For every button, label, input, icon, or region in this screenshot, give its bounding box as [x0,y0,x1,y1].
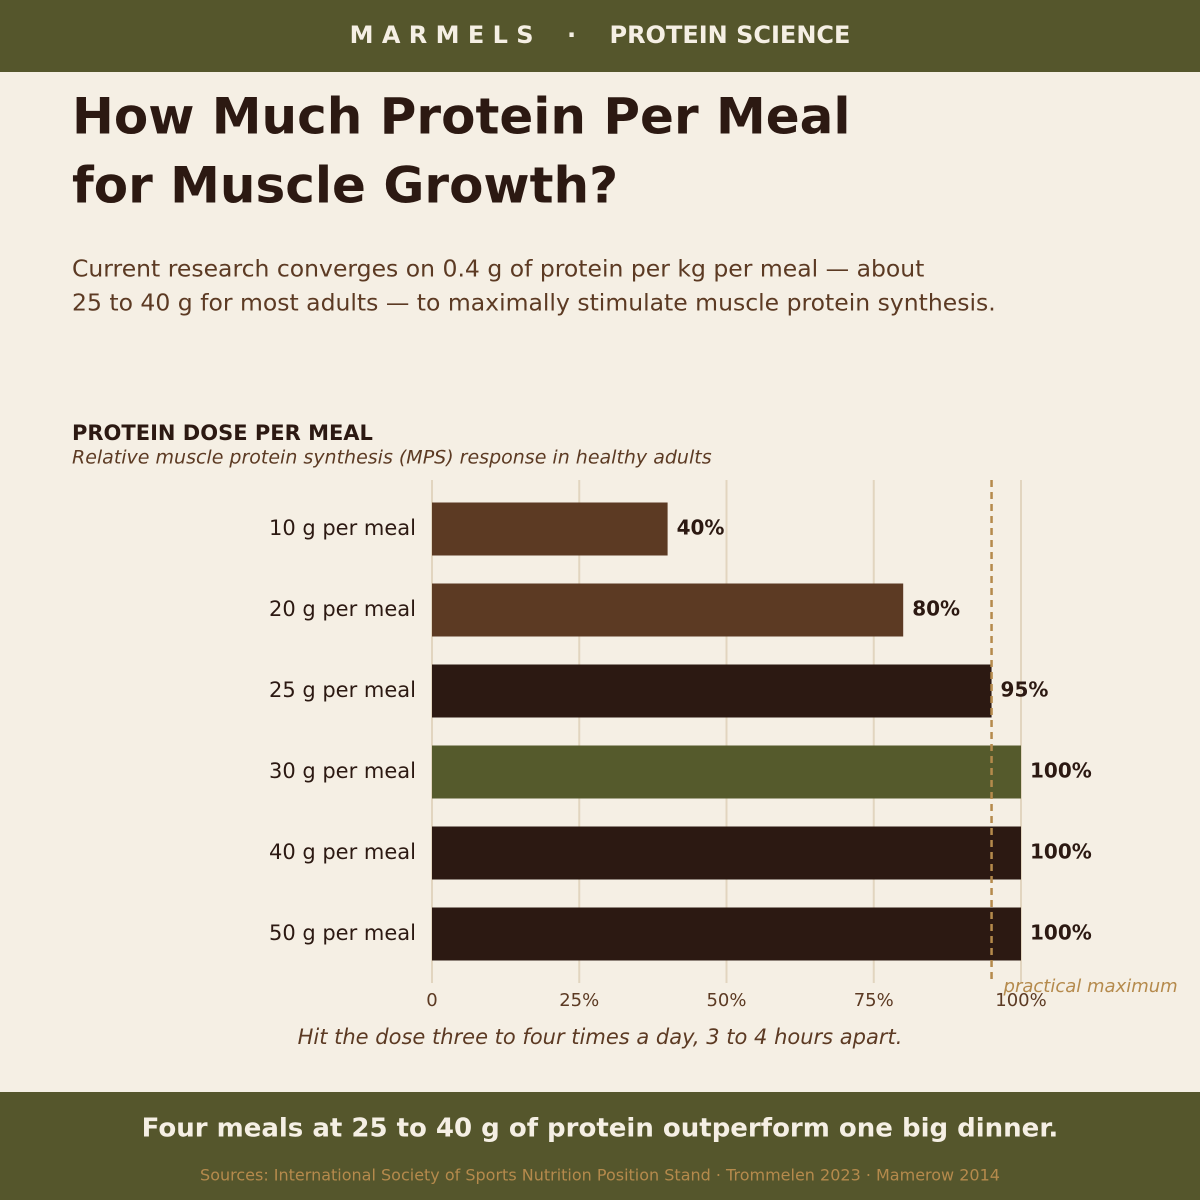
y-tick-label: 20 g per meal [269,597,416,621]
bar [432,583,904,637]
y-tick-label: 30 g per meal [269,759,416,783]
footer-headline: Four meals at 25 to 40 g of protein outp… [142,1114,1059,1144]
bar [432,907,1021,961]
value-label: 100% [1030,759,1092,783]
header-text: M A R M E L S · PROTEIN SCIENCE [350,21,851,49]
intro: Current research converges on 0.4 g of p… [72,255,924,283]
caption: Hit the dose three to four times a day, … [298,1025,903,1049]
footer-sources: Sources: International Society of Sports… [200,1166,1000,1185]
x-tick-label: 75% [854,990,894,1011]
bar [432,502,668,556]
y-tick-label: 25 g per meal [269,678,416,702]
reference-label: practical maximum [1003,976,1178,997]
title: for Muscle Growth? [72,157,618,215]
chart-subtitle: Relative muscle protein synthesis (MPS) … [72,447,712,469]
chart-title: PROTEIN DOSE PER MEAL [72,421,373,445]
bar [432,664,992,718]
value-label: 80% [912,597,960,621]
y-tick-label: 10 g per meal [269,516,416,540]
x-tick-label: 100% [995,990,1046,1011]
title: How Much Protein Per Meal [72,88,851,146]
value-label: 100% [1030,840,1092,864]
bar [432,745,1021,799]
value-label: 40% [677,516,725,540]
x-tick-label: 50% [706,990,746,1011]
y-tick-label: 40 g per meal [269,840,416,864]
header-bar [0,0,1200,72]
x-tick-label: 0 [426,990,437,1011]
bar [432,826,1021,880]
x-tick-label: 25% [559,990,599,1011]
value-label: 100% [1030,921,1092,945]
value-label: 95% [1001,678,1049,702]
y-tick-label: 50 g per meal [269,921,416,945]
footer-bar [0,1092,1200,1200]
intro: 25 to 40 g for most adults — to maximall… [72,289,996,317]
